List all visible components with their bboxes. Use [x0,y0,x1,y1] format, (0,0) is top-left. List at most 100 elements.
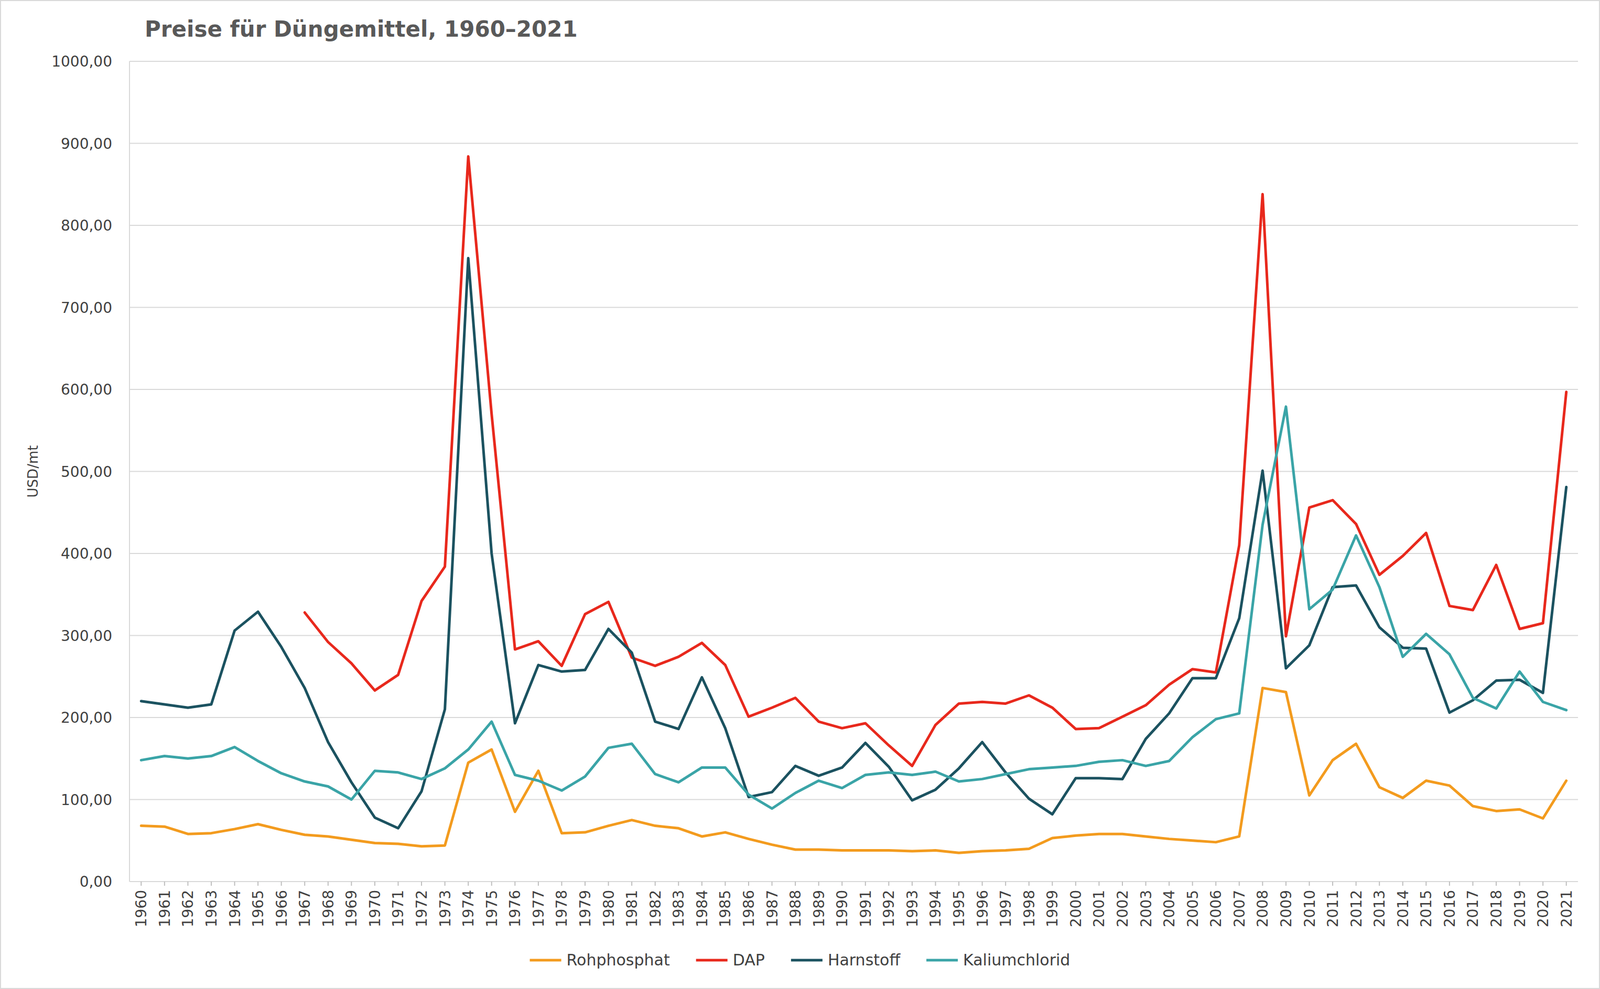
x-tick-label: 1974 [459,890,478,928]
x-tick [1238,881,1240,886]
chart: Preise für Düngemittel, 1960–2021USD/mt0… [0,0,1600,989]
x-tick [934,881,936,886]
x-tick [234,881,236,886]
x-tick-label: 2004 [1160,890,1178,928]
x-tick-label: 1998 [1020,890,1039,928]
x-tick-label: 2016 [1441,890,1459,928]
x-tick-label: 1989 [810,890,828,928]
x-tick [1215,881,1217,886]
x-tick-label: 1981 [623,890,641,928]
y-tick-label: 900,00 [60,135,113,153]
x-tick-label: 1979 [576,890,594,928]
x-tick [491,881,493,886]
x-tick [608,881,610,886]
x-tick [187,881,189,886]
x-tick [140,881,142,886]
x-tick-label: 2010 [1301,890,1319,928]
x-tick [374,881,376,886]
y-tick-label: 1000,00 [51,52,113,71]
x-tick-label: 2005 [1184,890,1202,928]
x-tick [1332,881,1334,886]
x-tick-label: 2013 [1370,890,1389,928]
x-tick [1075,881,1077,886]
x-tick [1192,881,1194,886]
legend-swatch [530,959,562,962]
y-tick-label: 400,00 [60,545,113,563]
x-tick-label: 2012 [1347,890,1366,928]
x-tick [748,881,750,886]
x-tick [1425,881,1427,886]
x-tick-label: 1970 [366,890,384,928]
legend-label: Harnstoff [827,950,902,970]
title: Preise für Düngemittel, 1960–2021 [144,16,578,42]
x-tick [1168,881,1170,886]
x-tick [981,881,983,886]
x-tick [888,881,890,886]
x-tick-label: 2020 [1534,890,1552,928]
x-tick-label: 1982 [646,890,665,928]
x-tick [350,881,352,886]
x-tick-label: 1988 [786,890,805,928]
x-tick-label: 2017 [1464,890,1482,928]
x-tick-label: 1987 [763,890,782,928]
x-tick-label: 1967 [296,890,314,928]
x-tick-label: 1962 [179,890,197,928]
y-tick-label: 300,00 [60,627,113,645]
x-tick-label: 2015 [1417,890,1435,928]
x-tick [1028,881,1030,886]
x-tick-label: 1995 [950,890,968,928]
x-tick [444,881,446,886]
y-tick-label: 0,00 [79,873,113,891]
legend: RohphosphatDAPHarnstoffKaliumchlorid [530,950,1071,970]
x-tick-label: 1976 [506,890,524,928]
x-tick-label: 1986 [740,890,758,928]
x-tick [164,881,166,886]
grid-line [129,881,1578,883]
x-tick-label: 1977 [530,890,548,928]
x-tick-label: 2014 [1394,890,1412,928]
x-tick [724,881,726,886]
x-tick [537,881,539,886]
x-tick [397,881,399,886]
x-tick-label: 1991 [857,890,875,928]
x-tick-label: 1964 [226,890,244,928]
x-tick [911,881,913,886]
grid-line [129,799,1578,801]
x-tick-label: 1992 [880,890,898,928]
x-tick-label: 2019 [1511,890,1529,928]
x-tick-label: 1973 [436,890,454,928]
x-tick-label: 1984 [693,890,711,928]
x-tick [1402,881,1404,886]
grid-line [129,388,1578,391]
x-tick [1285,881,1287,886]
x-tick-label: 1966 [273,890,291,928]
x-tick [1449,881,1451,886]
x-tick [677,881,679,886]
x-tick [631,881,633,886]
series-line [304,156,1566,767]
x-tick-label: 2001 [1090,890,1108,928]
x-tick [865,881,867,886]
grid-line [129,307,1578,309]
x-tick [467,881,469,886]
x-tick [1145,881,1147,886]
x-tick [514,881,516,886]
y-tick-label: 500,00 [60,463,113,481]
x-tick [1051,881,1053,886]
x-tick [1098,881,1100,886]
x-tick-label: 1963 [202,890,221,928]
x-tick [584,881,586,886]
grid-line [129,224,1578,226]
x-tick [841,881,843,886]
x-tick-label: 1996 [974,890,992,928]
x-tick [1309,881,1311,886]
x-tick-label: 2003 [1137,890,1155,928]
y-tick-label: 200,00 [60,709,113,727]
x-tick [420,881,423,886]
x-tick-label: 2009 [1277,890,1295,928]
x-tick-label: 1999 [1043,890,1062,928]
x-tick [701,881,703,886]
legend-swatch [696,959,728,962]
x-tick-label: 1971 [389,890,407,928]
x-tick-label: 2000 [1067,890,1085,928]
